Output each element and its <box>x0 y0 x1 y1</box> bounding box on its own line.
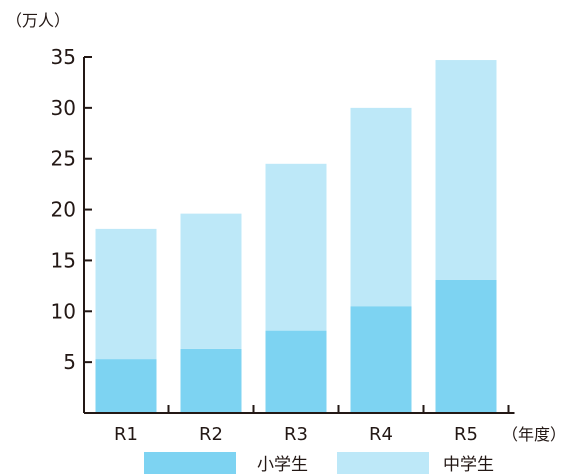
y-tick-label-25: 25 <box>51 147 76 171</box>
x-tick-label-R2: R2 <box>199 424 223 445</box>
axes-group <box>83 57 515 414</box>
legend-swatch-2 <box>337 452 429 474</box>
y-tick-label-35: 35 <box>51 45 76 69</box>
bar-R2-series-1 <box>180 348 242 413</box>
legend-swatch-1 <box>144 452 236 474</box>
legend-label-1: 小学生 <box>257 455 308 474</box>
x-tick-label-R1: R1 <box>114 424 138 445</box>
x-tick-label-R5: R5 <box>454 424 478 445</box>
bar-R1-series-2 <box>95 228 157 360</box>
x-ticks-group: R1 R2 R3 R4 R5 <box>114 405 510 445</box>
y-tick-label-30: 30 <box>51 96 76 120</box>
y-tick-label-15: 15 <box>51 248 76 272</box>
y-axis-unit-label: （万人） <box>6 11 70 30</box>
bar-R3-series-2 <box>265 163 327 331</box>
y-tick-label-10: 10 <box>51 299 76 323</box>
bar-R1-series-1 <box>95 359 157 413</box>
x-tick-label-R3: R3 <box>284 424 308 445</box>
x-axis-unit-label: （年度） <box>502 425 561 444</box>
bar-R3-series-1 <box>265 330 327 413</box>
bar-R2-series-2 <box>180 213 242 349</box>
y-tick-label-20: 20 <box>51 198 76 222</box>
legend-label-2: 中学生 <box>443 455 494 474</box>
x-tick-label-R4: R4 <box>369 424 393 445</box>
bars-group <box>95 60 497 413</box>
legend: 小学生 中学生 <box>144 452 494 474</box>
bar-R4-series-1 <box>350 306 412 413</box>
y-tick-label-5: 5 <box>63 350 76 374</box>
bar-R4-series-2 <box>350 107 412 307</box>
bar-R5-series-2 <box>435 60 497 280</box>
y-ticks-group: 5 10 15 20 25 30 35 <box>51 45 92 374</box>
bar-R5-series-1 <box>435 279 497 413</box>
